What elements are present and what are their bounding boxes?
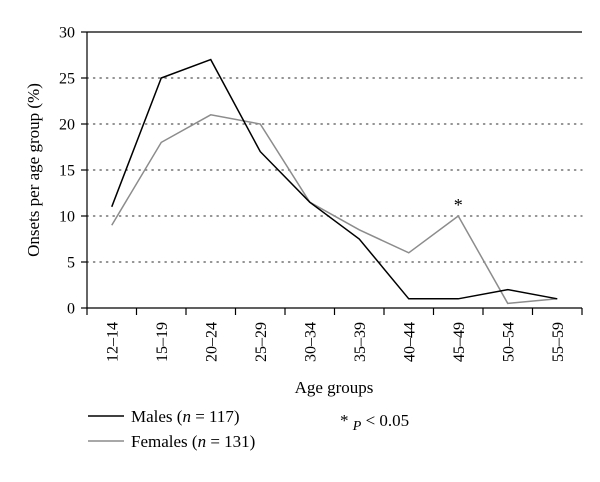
legend-label-text: Females ( [131,432,198,451]
x-tick-label: 35–39 [352,322,369,362]
x-axis-title: Age groups [295,378,374,397]
series-line [111,114,558,305]
y-tick-label: 25 [59,71,75,88]
tick-labels: 0 5 10 15 20 25 30 12–14 15–19 20–24 25–29 30–34 35–… [59,25,567,363]
legend-label: Females (n = 131) [131,432,255,451]
grid-lines [86,77,583,263]
x-tick-label: 20–24 [203,322,220,362]
x-tick-label: 50–54 [500,322,517,362]
x-tick-label: 55–59 [550,322,567,362]
footnote-star: * [340,411,349,430]
y-tick-label: 20 [59,117,75,134]
significance-footnote: * P < 0.05 [340,411,409,434]
legend: Males (n = 117)Females (n = 131) [88,407,255,451]
series-lines [111,58,558,305]
x-tick-label: 12–14 [104,322,121,362]
y-tick-label: 5 [67,255,75,272]
legend-label-text: Males ( [131,407,183,426]
x-tick-label: 25–29 [253,322,270,362]
legend-label: Males (n = 117) [131,407,240,426]
legend-label-n: n [198,432,207,451]
y-tick-label: 30 [59,25,75,42]
footnote-p: P [352,419,362,434]
y-tick-label: 15 [59,163,75,180]
x-tick-label: 40–44 [401,322,418,362]
x-tick-label: 15–19 [154,322,171,362]
legend-label-count: = 131) [206,432,255,451]
x-tick-label: 30–34 [302,322,319,362]
legend-label-n: n [182,407,191,426]
y-tick-label: 0 [67,301,75,318]
series-line [111,58,558,300]
legend-label-count: = 117) [191,407,240,426]
footnote-threshold: < 0.05 [366,411,410,430]
y-axis-title: Onsets per age group (%) [24,83,43,257]
y-tick-label: 10 [59,209,75,226]
axes [81,31,583,315]
significance-asterisk: * [454,195,463,215]
x-tick-label: 45–49 [451,322,468,362]
